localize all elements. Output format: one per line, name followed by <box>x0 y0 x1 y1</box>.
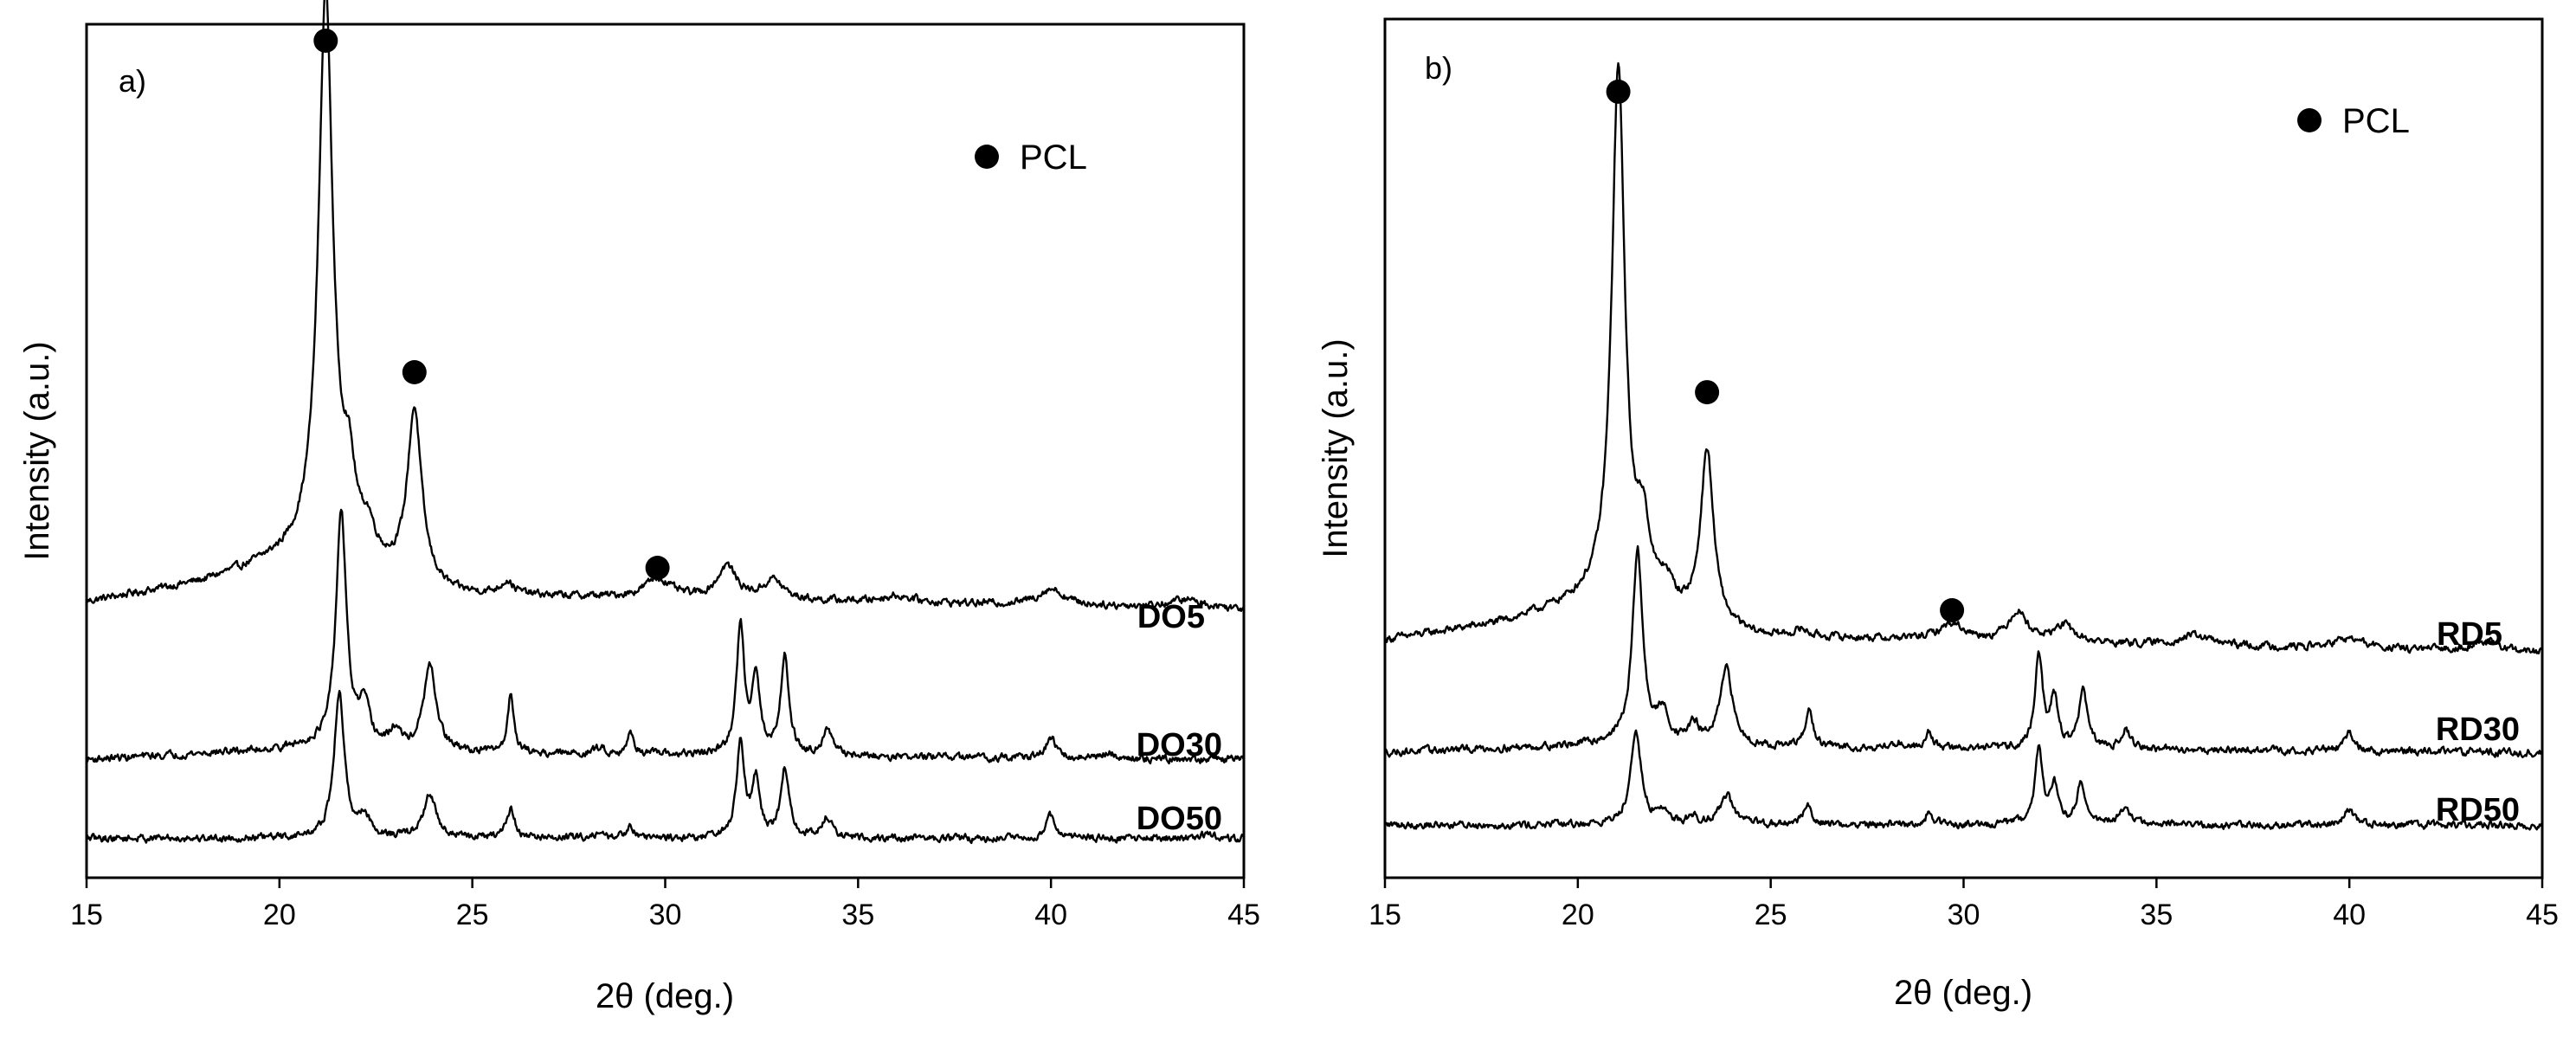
series-line-do50 <box>86 690 1246 845</box>
series-curves <box>1383 61 2544 831</box>
x-tick-label: 20 <box>1562 899 1594 931</box>
x-tick-label: 40 <box>1034 899 1067 931</box>
series-label-rd50: RD50 <box>2436 792 2520 828</box>
legend-label: PCL <box>2342 102 2410 140</box>
panel-label: b) <box>1425 50 1452 86</box>
pcl-markers <box>1606 79 1965 622</box>
legend-label: PCL <box>1020 138 1087 177</box>
series-line-rd50 <box>1384 729 2544 831</box>
x-tick-label: 45 <box>2526 899 2559 931</box>
pcl-peak-marker <box>645 556 670 580</box>
x-tick-label: 30 <box>1948 899 1980 931</box>
series-labels: RD5 RD30 RD50 <box>2436 616 2520 828</box>
y-axis-title: Intensity (a.u.) <box>1317 338 1355 557</box>
x-tick-label: 15 <box>1368 899 1401 931</box>
series-line-rd5 <box>1383 61 2544 654</box>
series-curves <box>85 0 1246 845</box>
panel-label: a) <box>119 63 146 99</box>
pcl-legend-marker <box>2297 108 2322 132</box>
legend: PCL <box>975 138 1087 177</box>
panel-a: 15 20 25 30 35 40 45 DO5 DO30 DO50 a) PCL 2θ (… <box>18 0 1260 1015</box>
series-label-do30: DO30 <box>1137 727 1222 763</box>
series-labels: DO5 DO30 DO50 <box>1137 599 1222 837</box>
series-label-rd30: RD30 <box>2436 712 2520 748</box>
pcl-peak-marker <box>1606 79 1631 104</box>
x-tick-label: 25 <box>1755 899 1787 931</box>
x-tick-label: 40 <box>2333 899 2366 931</box>
pcl-markers <box>313 29 670 580</box>
x-axis-title: 2θ (deg.) <box>596 977 734 1015</box>
x-tick-label: 15 <box>70 899 103 931</box>
x-axis-ticks: 15 20 25 30 35 40 45 <box>70 878 1260 931</box>
series-line-do5 <box>85 0 1245 612</box>
series-label-do50: DO50 <box>1137 801 1222 837</box>
pcl-peak-marker <box>1940 598 1965 622</box>
x-axis-title: 2θ (deg.) <box>1894 974 2032 1012</box>
x-tick-label: 20 <box>263 899 296 931</box>
series-label-rd5: RD5 <box>2437 616 2502 653</box>
pcl-legend-marker <box>975 145 999 169</box>
series-line-do30 <box>85 508 1246 765</box>
series-label-do5: DO5 <box>1137 599 1205 635</box>
x-tick-label: 25 <box>456 899 489 931</box>
series-line-rd30 <box>1384 544 2544 758</box>
pcl-peak-marker <box>313 29 338 53</box>
panel-b: 15 20 25 30 35 40 45 RD5 RD30 RD50 b) PCL 2θ (… <box>1317 17 2559 1012</box>
legend: PCL <box>2297 102 2410 140</box>
x-tick-label: 30 <box>649 899 682 931</box>
x-tick-label: 45 <box>1227 899 1260 931</box>
y-axis-title: Intensity (a.u.) <box>18 341 56 560</box>
pcl-peak-marker <box>402 360 427 384</box>
pcl-peak-marker <box>1695 380 1720 405</box>
x-tick-label: 35 <box>2140 899 2173 931</box>
x-tick-label: 35 <box>841 899 874 931</box>
x-axis-ticks: 15 20 25 30 35 40 45 <box>1368 878 2559 931</box>
